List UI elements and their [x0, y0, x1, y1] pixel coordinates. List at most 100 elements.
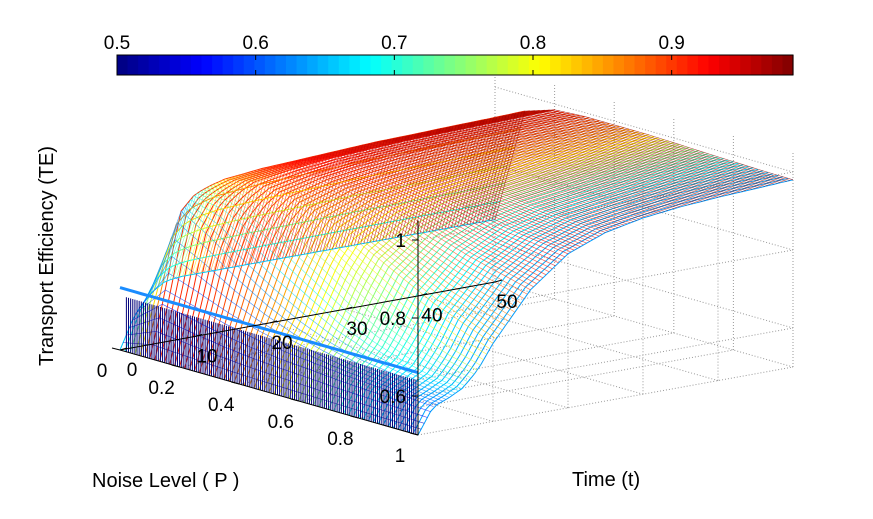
- colorbar-segment: [275, 55, 287, 75]
- x-tick-mark: [269, 320, 278, 324]
- surface-row-line: [382, 168, 759, 426]
- surface-col-line: [338, 142, 637, 248]
- colorbar-segment: [423, 55, 435, 75]
- surface-col-line: [351, 139, 650, 246]
- colorbar-segment: [518, 55, 530, 75]
- colorbar-tick-label: 0.7: [381, 33, 407, 54]
- surface-col-line: [251, 163, 550, 273]
- grid-line: [179, 298, 555, 368]
- colorbar-segment: [771, 55, 784, 75]
- surface-col-line: [247, 164, 547, 276]
- surface-col-line: [316, 147, 616, 252]
- colorbar-segment: [233, 55, 245, 75]
- colorbar-segment: [645, 55, 657, 75]
- colorbar-segment: [476, 55, 488, 75]
- surface-col-line: [485, 111, 784, 222]
- surface-col-line: [357, 137, 656, 245]
- surface-col-line: [369, 135, 669, 243]
- colorbar-segment: [370, 55, 382, 75]
- surface-col-line: [172, 189, 472, 379]
- surface-col-line: [419, 125, 719, 234]
- surface-mesh: [119, 109, 794, 436]
- colorbar-segment: [264, 55, 277, 75]
- surface-col-line: [416, 125, 715, 234]
- surface-col-line: [322, 145, 622, 251]
- colorbar-segment: [528, 55, 541, 75]
- colorbar-segment: [444, 55, 456, 75]
- surface-col-line: [494, 109, 794, 220]
- surface-col-line: [272, 157, 572, 260]
- surface-col-line: [235, 167, 534, 288]
- colorbar-segment: [634, 55, 646, 75]
- colorbar-tick-label: 0.8: [520, 33, 546, 54]
- y-tick-mark: [290, 398, 299, 402]
- surface-col-line: [413, 126, 712, 235]
- surface-col-line: [385, 131, 684, 240]
- surface-col-line: [394, 130, 694, 238]
- colorbar-segment: [560, 55, 572, 75]
- colorbar-segment: [433, 55, 446, 75]
- surface-col-line: [426, 123, 725, 233]
- x-tick-label: 10: [196, 346, 217, 367]
- colorbar-segment: [148, 55, 160, 75]
- surface-col-line: [432, 122, 731, 231]
- y-tick-label: 0.8: [327, 429, 353, 450]
- y-tick-mark: [171, 364, 180, 368]
- surface-col-line: [260, 160, 559, 264]
- colorbar: 0.5 0.6 0.7 0.8 0.9: [104, 33, 794, 76]
- colorbar-segment: [412, 55, 424, 75]
- colorbar-segment: [750, 55, 762, 75]
- grid-line: [494, 164, 794, 251]
- grid-line: [417, 366, 794, 436]
- surface-col-line: [451, 118, 750, 228]
- surface-col-line: [279, 155, 578, 259]
- colorbar-segment: [676, 55, 688, 75]
- colorbar-segment: [571, 55, 583, 75]
- surface-col-line: [488, 110, 787, 221]
- surface-col-line: [472, 114, 772, 224]
- x-tick-mark: [494, 279, 503, 283]
- surface-col-line: [407, 127, 706, 236]
- surface-col-line: [404, 128, 703, 237]
- z-tick-label: 0.8: [380, 309, 406, 330]
- colorbar-frame: [116, 54, 794, 76]
- colorbar-segment: [402, 55, 414, 75]
- grid-line: [358, 349, 734, 419]
- surface-col-line: [344, 140, 644, 247]
- surface-col-line: [360, 137, 659, 245]
- grid-line: [494, 86, 794, 173]
- colorbar-segment: [550, 55, 562, 75]
- colorbar-segment: [328, 55, 340, 75]
- y-tick-label: 0.6: [268, 412, 294, 433]
- x-tick-mark: [419, 293, 428, 297]
- colorbar-segment: [117, 55, 129, 75]
- surface-col-line: [447, 119, 747, 229]
- surface-col-line: [410, 126, 709, 235]
- colorbar-segment: [740, 55, 752, 75]
- z-tick-label: 0.6: [380, 387, 406, 408]
- surface-row-line: [397, 173, 774, 430]
- surface-col-line: [444, 119, 744, 229]
- surface-col-line: [182, 184, 481, 366]
- colorbar-segment: [307, 55, 319, 75]
- surface-col-line: [254, 162, 553, 270]
- surface-col-line: [257, 161, 556, 267]
- colorbar-segment: [391, 55, 403, 75]
- surface-col-line: [363, 136, 662, 244]
- y-tick-mark: [111, 347, 121, 351]
- surface-col-line: [179, 185, 478, 371]
- y-tick-label: 0: [97, 361, 108, 382]
- surface-col-line: [185, 182, 484, 360]
- colorbar-segment: [159, 55, 171, 75]
- colorbar-segment: [613, 55, 625, 75]
- z-tick-label: 1: [395, 231, 406, 252]
- surface-col-line: [376, 133, 675, 242]
- surface-col-line: [457, 117, 756, 227]
- colorbar-segment: [201, 55, 213, 75]
- surface-col-line: [207, 175, 506, 326]
- colorbar-segment: [687, 55, 699, 75]
- colorbar-segment: [169, 55, 181, 75]
- surface-col-line: [194, 178, 494, 344]
- colorbar-segment: [708, 55, 720, 75]
- colorbar-tick-label: 0.9: [658, 33, 684, 54]
